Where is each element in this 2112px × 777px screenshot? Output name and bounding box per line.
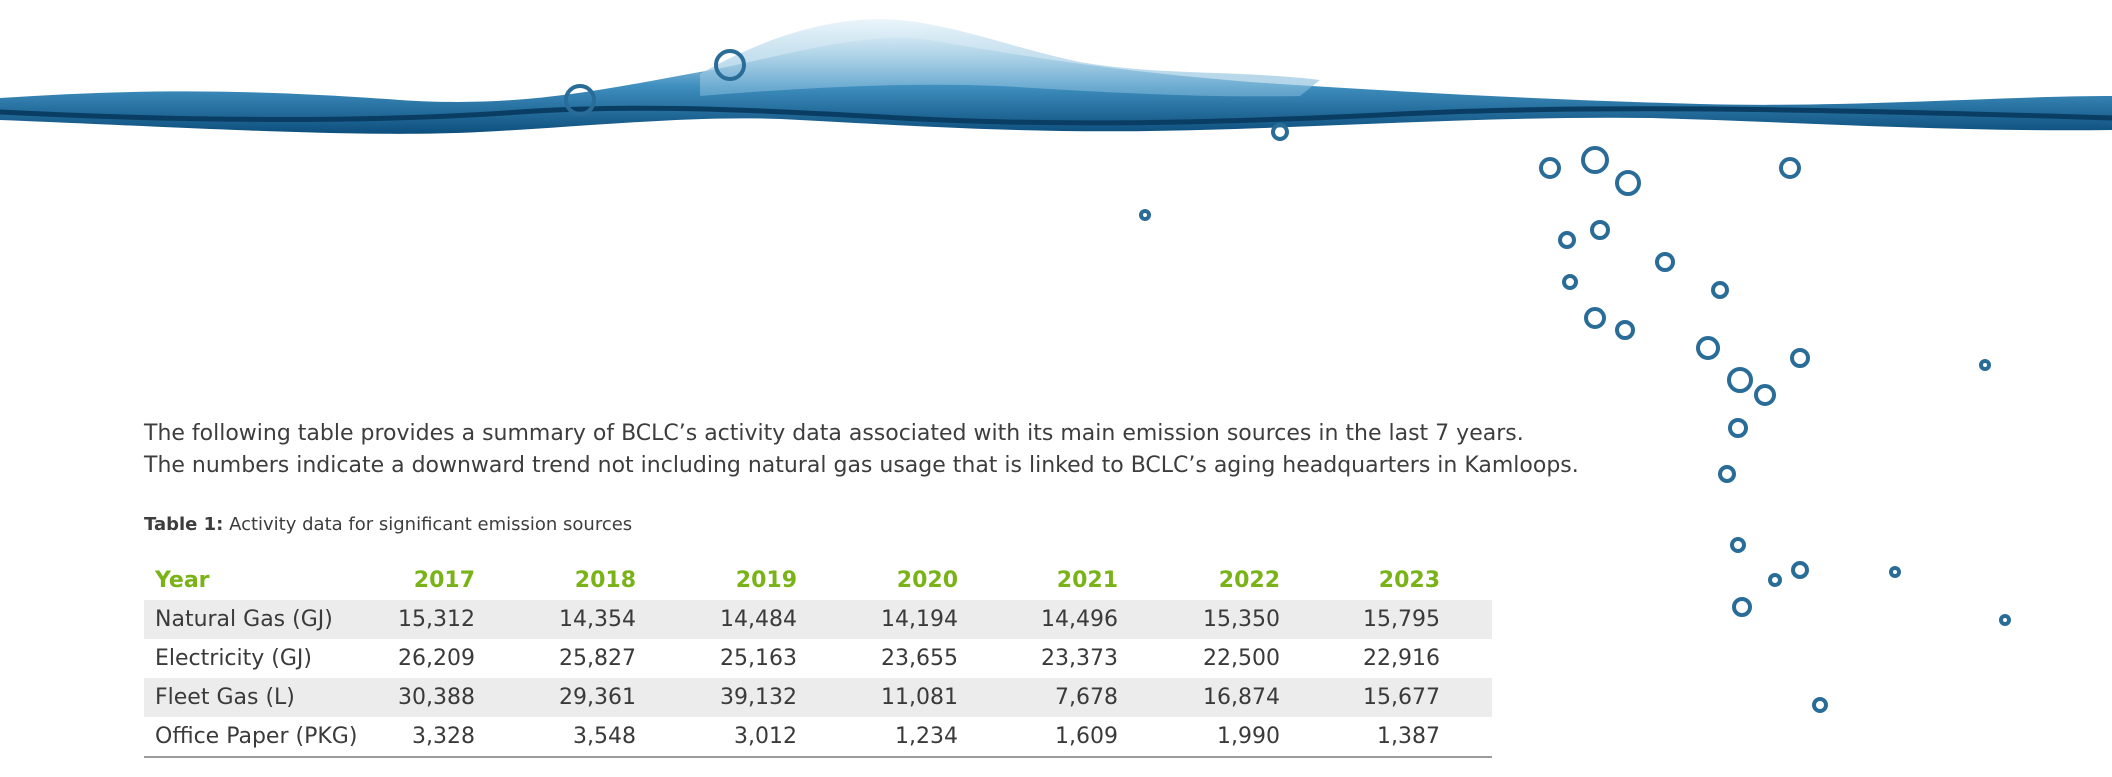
table-row: Natural Gas (GJ) 15,312 14,354 14,484 14,194… (144, 600, 1492, 639)
cell-value: 30,388 (398, 685, 475, 710)
caption-text: Activity data for significant emission s… (223, 514, 633, 535)
cell-value: 2018 (574, 568, 636, 593)
activity-table: Year 2017 2018 2019 2020 2021 2022 2023 Natural … (144, 561, 1492, 758)
cell-value: 22,500 (1203, 646, 1280, 671)
cell-value: 11,081 (881, 685, 958, 710)
cell-value: 26,209 (398, 646, 475, 671)
cell-value: 2021 (1056, 568, 1118, 593)
cell-value: 1,990 (1217, 724, 1280, 749)
cell-value: 39,132 (720, 685, 797, 710)
cell-value: 25,827 (559, 646, 636, 671)
cell-value: 23,655 (881, 646, 958, 671)
table-row: Electricity (GJ) 26,209 25,827 25,163 23,655… (144, 639, 1492, 678)
cell-value: 2022 (1218, 568, 1280, 593)
wave-splash (700, 19, 1320, 97)
cell-value: 2019 (735, 568, 797, 593)
intro-paragraph: The following table provides a summary o… (144, 418, 1579, 482)
cell-value: 23,373 (1041, 646, 1118, 671)
paragraph-line: The numbers indicate a downward trend no… (144, 453, 1579, 478)
bubbles (564, 49, 2011, 713)
cell-value: 16,874 (1203, 685, 1280, 710)
cell-value: 1,234 (895, 724, 958, 749)
cell-value: 22,916 (1363, 646, 1440, 671)
cell-value: 14,496 (1041, 607, 1118, 632)
cell-value: 2023 (1378, 568, 1440, 593)
cell-value: 7,678 (1055, 685, 1118, 710)
cell-value: 3,012 (734, 724, 797, 749)
cell-value: 14,354 (559, 607, 636, 632)
table-row: Office Paper (PKG) 3,328 3,548 3,012 1,234 1,… (144, 717, 1492, 758)
wave-line (0, 105, 2112, 126)
cell-value: 3,328 (412, 724, 475, 749)
cell-value: 15,795 (1363, 607, 1440, 632)
paragraph-line: The following table provides a summary o… (144, 421, 1524, 446)
row-label: Fleet Gas (L) (155, 685, 295, 710)
caption-label: Table 1: (144, 514, 224, 535)
cell-value: 14,484 (720, 607, 797, 632)
cell-value: 1,609 (1055, 724, 1118, 749)
cell-value: 15,350 (1203, 607, 1280, 632)
row-label: Office Paper (PKG) (155, 724, 358, 749)
cell-value: 29,361 (559, 685, 636, 710)
row-label: Electricity (GJ) (155, 646, 312, 671)
table-caption: Table 1: Activity data for significant e… (144, 514, 632, 535)
cell-value: 2017 (413, 568, 475, 593)
cell-value: 1,387 (1377, 724, 1440, 749)
cell-value: 25,163 (720, 646, 797, 671)
row-label: Year (155, 568, 210, 593)
row-label: Natural Gas (GJ) (155, 607, 333, 632)
cell-value: 15,312 (398, 607, 475, 632)
table-row: Year 2017 2018 2019 2020 2021 2022 2023 (144, 561, 1492, 600)
cell-value: 3,548 (573, 724, 636, 749)
cell-value: 15,677 (1363, 685, 1440, 710)
cell-value: 2020 (896, 568, 958, 593)
table-row: Fleet Gas (L) 30,388 29,361 39,132 11,081 7,6… (144, 678, 1492, 717)
cell-value: 14,194 (881, 607, 958, 632)
